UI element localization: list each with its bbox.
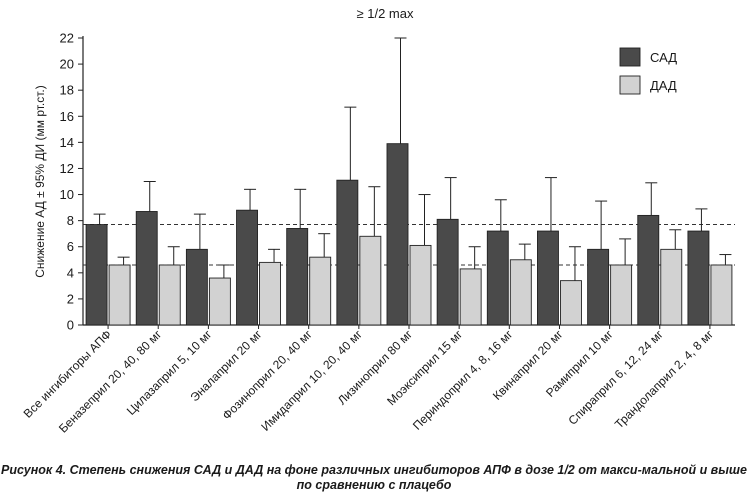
x-tick-label: Цилазаприл 5, 10 мг xyxy=(124,327,215,418)
bar-sad xyxy=(587,248,610,326)
bar-sad xyxy=(687,230,710,326)
legend-swatch xyxy=(619,47,641,67)
chart: ≥ 1/2 max Снижение АД ± 95% ДИ (мм рт.ст.… xyxy=(21,6,735,436)
y-tick-label: 8 xyxy=(67,213,74,228)
y-tick-label: 22 xyxy=(60,31,74,46)
chart-title: ≥ 1/2 max xyxy=(357,6,414,21)
legend-swatch xyxy=(619,75,641,95)
y-tick-label: 6 xyxy=(67,239,74,254)
y-tick-label: 4 xyxy=(67,265,74,280)
y-tick-label: 16 xyxy=(60,109,74,124)
bar-dad xyxy=(710,264,733,326)
bar-dad xyxy=(359,235,382,326)
x-tick-label: Фозиноприл 20, 40 мг xyxy=(220,327,316,423)
bar-sad xyxy=(236,209,258,326)
bar-sad xyxy=(185,248,208,326)
y-tick-label: 20 xyxy=(60,57,74,72)
bar-dad xyxy=(309,256,332,326)
bar-sad xyxy=(135,211,158,326)
bar-dad xyxy=(259,261,281,326)
bar-sad xyxy=(537,230,559,326)
bar-sad xyxy=(336,179,359,326)
x-tick-label: Трандолаприл 2, 4, 8 мг xyxy=(612,327,717,432)
bar-sad xyxy=(436,218,459,326)
x-tick-label: Все ингибиторы АПФ xyxy=(21,327,115,421)
y-tick-label: 18 xyxy=(60,83,74,98)
legend-label: САД xyxy=(650,50,677,65)
bar-dad xyxy=(108,264,131,326)
bar-dad xyxy=(610,264,633,326)
y-tick-label: 12 xyxy=(60,161,74,176)
y-axis-label: Снижение АД ± 95% ДИ (мм рт.ст.) xyxy=(33,85,47,278)
bar-dad xyxy=(459,268,482,326)
y-tick-label: 2 xyxy=(67,291,74,306)
figure-caption: Рисунок 4. Степень снижения САД и ДАД на… xyxy=(1,463,747,492)
bar-dad xyxy=(660,248,683,326)
bar-dad xyxy=(409,244,432,326)
y-tick-label: 14 xyxy=(60,135,74,150)
bar-dad xyxy=(509,259,532,326)
bar-sad xyxy=(286,228,309,326)
bar-dad xyxy=(158,264,181,326)
legend-label: ДАД xyxy=(650,78,677,93)
x-tick-label: Спираприл 6, 12, 24 мг xyxy=(565,327,666,428)
x-tick-label: Имидаприл 10, 20, 40 мг xyxy=(258,327,365,434)
x-tick-label: Периндоприл 4, 8, 16 мг xyxy=(410,327,516,433)
bar-dad xyxy=(560,280,582,326)
x-tick-label: Беназеприл 20, 40, 80 мг xyxy=(56,327,165,436)
y-tick-label: 10 xyxy=(60,187,74,202)
bar-sad xyxy=(637,214,660,326)
y-tick-label: 0 xyxy=(67,318,74,333)
bar-sad xyxy=(486,230,509,326)
bar-sad xyxy=(85,224,108,326)
bar-sad xyxy=(386,143,409,326)
bar-dad xyxy=(208,277,231,326)
